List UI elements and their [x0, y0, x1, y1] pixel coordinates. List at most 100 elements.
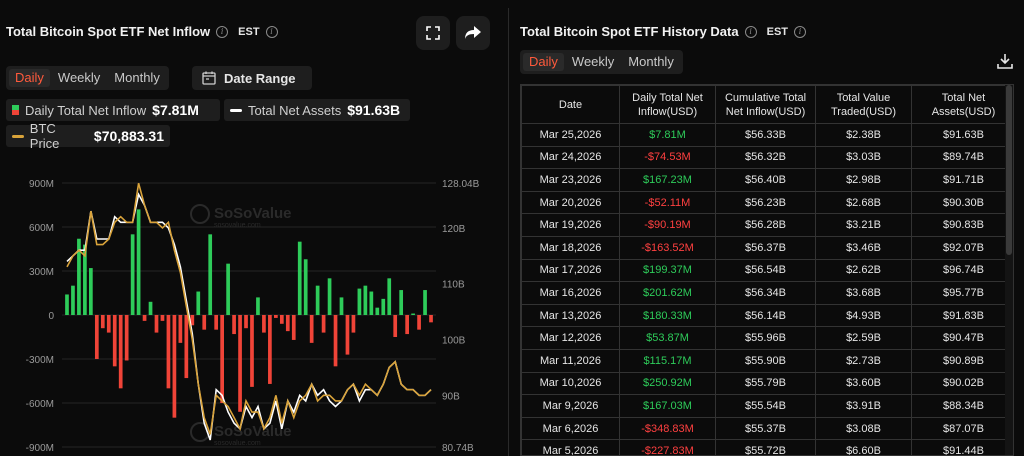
net-inflow-panel: Total Bitcoin Spot ETF Net Inflow i EST … [0, 0, 506, 456]
table-cell: $90.83B [911, 213, 1013, 237]
inflow-bar [124, 315, 129, 361]
download-button[interactable] [996, 52, 1016, 72]
table-scrollbar[interactable] [1005, 85, 1013, 455]
y-left-tick-label: -900M [26, 443, 54, 454]
table-cell: $3.91B [815, 394, 912, 418]
legend-btc[interactable]: BTC Price $70,883.31 [6, 121, 170, 151]
timezone-info-icon[interactable]: i [265, 25, 278, 38]
table-cell: $3.21B [815, 213, 912, 237]
inflow-bar [208, 234, 213, 315]
inflow-bar [363, 285, 368, 315]
table-cell: Mar 24,2026 [521, 145, 620, 170]
table-cell: $55.37B [715, 416, 816, 441]
table-cell: $55.79B [715, 371, 816, 396]
chart-title-row: Total Bitcoin Spot ETF Net Inflow i EST … [6, 24, 278, 39]
table-cell: $199.37M [619, 258, 716, 283]
table-cell: $91.44B [911, 439, 1013, 455]
tab-daily[interactable]: Daily [9, 69, 50, 87]
info-icon[interactable]: i [744, 25, 757, 38]
legend-inflow[interactable]: Daily Total Net Inflow $7.81M [6, 99, 220, 121]
table-row[interactable]: Mar 19,2026 -$90.19M $56.28B $3.21B $90.83B [521, 213, 1013, 237]
table-row[interactable]: Mar 18,2026 -$163.52M $56.37B $3.46B $92.07B [521, 235, 1013, 260]
y-right-tick-label: 90B [442, 391, 460, 402]
table-cell: $3.60B [815, 371, 912, 396]
fullscreen-button[interactable] [416, 16, 450, 50]
inflow-bar [285, 315, 290, 332]
inflow-bar [238, 315, 242, 412]
legend-assets[interactable]: Total Net Assets $91.63B [224, 99, 410, 121]
table-cell: $56.34B [715, 281, 816, 305]
table-row[interactable]: Mar 23,2026 $167.23M $56.40B $2.98B $91.71B [521, 168, 1013, 192]
date-range-button[interactable]: Date Range [192, 66, 312, 90]
table-row[interactable]: Mar 10,2026 $250.92M $55.79B $3.60B $90.02B [521, 371, 1013, 396]
tab-monthly[interactable]: Monthly [114, 70, 160, 85]
table-row[interactable]: Mar 20,2026 -$52.11M $56.23B $2.68B $90.30B [521, 190, 1013, 215]
table-cell: $55.90B [715, 348, 816, 373]
column-header[interactable]: Total Value Traded(USD) [815, 85, 912, 124]
watermark-text: SoSoValue [214, 423, 292, 440]
y-left-tick-label: 300M [29, 267, 54, 278]
scroll-thumb[interactable] [1006, 85, 1012, 255]
table-cell: -$74.53M [619, 145, 716, 170]
inflow-bar [333, 315, 338, 367]
info-icon[interactable]: i [216, 25, 229, 38]
table-row[interactable]: Mar 24,2026 -$74.53M $56.32B $3.03B $89.74B [521, 145, 1013, 170]
inflow-bar [178, 315, 183, 343]
tab-weekly[interactable]: Weekly [57, 70, 101, 85]
inflow-bar [315, 285, 320, 315]
inflow-bar [279, 315, 284, 324]
table-cell: $4.93B [815, 303, 912, 328]
column-header[interactable]: Daily Total Net Inflow(USD) [619, 85, 716, 124]
table-cell: $90.47B [911, 326, 1013, 350]
inflow-bar [118, 315, 123, 389]
inflow-bar [190, 315, 195, 326]
inflow-bar [172, 315, 177, 418]
watermark-subtext: sosovalue.com [214, 440, 261, 447]
table-cell: Mar 9,2026 [521, 394, 620, 418]
column-header[interactable]: Date [521, 85, 620, 124]
inflow-bar [262, 315, 266, 333]
history-title-row: Total Bitcoin Spot ETF History Data i ES… [520, 24, 807, 39]
inflow-bar [71, 285, 75, 315]
tab-weekly[interactable]: Weekly [571, 54, 615, 69]
table-cell: $6.60B [815, 439, 912, 455]
legend-inflow-label: Daily Total Net Inflow [25, 102, 147, 118]
table-cell: -$163.52M [619, 235, 716, 260]
share-button[interactable] [456, 16, 490, 50]
table-row[interactable]: Mar 5,2026 -$227.83M $55.72B $6.60B $91.44B [521, 439, 1013, 455]
table-cell: $56.40B [715, 168, 816, 192]
table-cell: $2.98B [815, 168, 912, 192]
tab-monthly[interactable]: Monthly [628, 54, 674, 69]
y-right-tick-label: 80.74B [442, 443, 474, 454]
inflow-bar [232, 315, 236, 335]
table-row[interactable]: Mar 6,2026 -$348.83M $55.37B $3.08B $87.07B [521, 416, 1013, 441]
tab-daily[interactable]: Daily [523, 53, 564, 71]
table-row[interactable]: Mar 25,2026 $7.81M $56.33B $2.38B $91.63B [521, 123, 1013, 147]
table-cell: $91.71B [911, 168, 1013, 192]
legend-inflow-value: $7.81M [152, 102, 199, 118]
table-row[interactable]: Mar 11,2026 $115.17M $55.90B $2.73B $90.89B [521, 348, 1013, 373]
table-row[interactable]: Mar 12,2026 $53.87M $55.96B $2.59B $90.47B [521, 326, 1013, 350]
timezone-info-icon[interactable]: i [794, 25, 807, 38]
date-range-label: Date Range [224, 70, 296, 86]
column-header[interactable]: Total Net Assets(USD) [911, 85, 1013, 124]
table-cell: $56.14B [715, 303, 816, 328]
inflow-bar [106, 315, 111, 333]
table-row[interactable]: Mar 13,2026 $180.33M $56.14B $4.93B $91.83B [521, 303, 1013, 328]
table-cell: $3.08B [815, 416, 912, 441]
table-row[interactable]: Mar 9,2026 $167.03M $55.54B $3.91B $88.34B [521, 394, 1013, 418]
inflow-bar [405, 315, 409, 335]
y-left-tick-label: -600M [26, 399, 54, 410]
table-cell: -$348.83M [619, 416, 716, 441]
inflow-bar [387, 278, 392, 315]
btc-price-line [66, 182, 432, 435]
inflow-bar [417, 315, 421, 330]
table-cell: -$227.83M [619, 439, 716, 455]
column-header[interactable]: Cumulative Total Net Inflow(USD) [715, 85, 816, 124]
table-cell: Mar 17,2026 [521, 258, 620, 283]
table-cell: -$90.19M [619, 213, 716, 237]
inflow-bar [351, 315, 356, 333]
table-row[interactable]: Mar 17,2026 $199.37M $56.54B $2.62B $96.74B [521, 258, 1013, 283]
table-row[interactable]: Mar 16,2026 $201.62M $56.34B $3.68B $95.77B [521, 281, 1013, 305]
net-inflow-chart[interactable]: SoSoValuesosovalue.comSoSoValuesosovalue… [0, 166, 506, 456]
